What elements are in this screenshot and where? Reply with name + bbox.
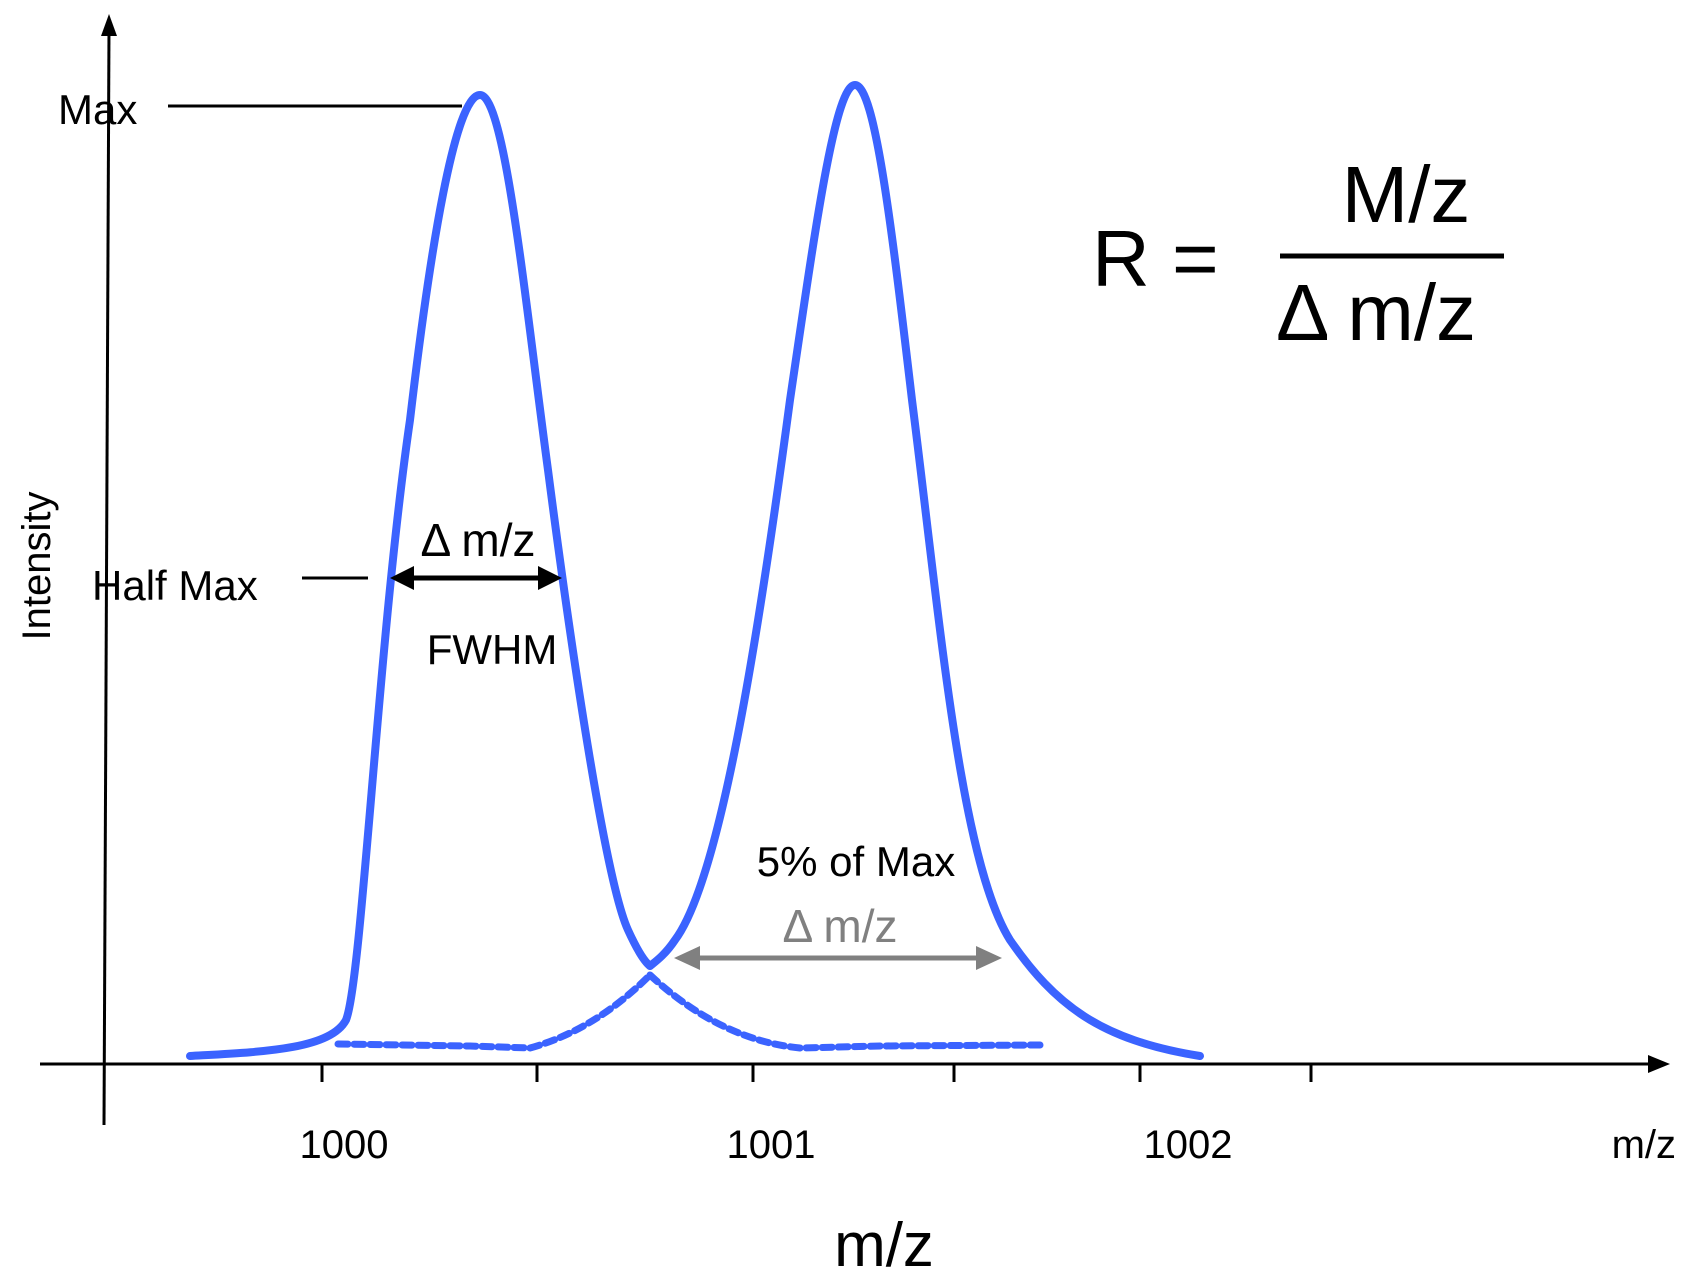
dashed-baseline-right [646,971,1044,1052]
peak-curve-1 [186,91,654,1060]
x-axis-label-large: m/z [834,1211,934,1270]
fwhm-annotation: Δ m/z FWHM [390,514,562,673]
y-axis [101,14,117,1126]
half-max-label: Half Max [92,562,258,609]
five-percent-annotation: 5% of Max Δ m/z [674,838,1002,970]
resolution-formula: R = M/z Δ m/z [1092,150,1504,357]
x-axis-ticks [320,1064,1313,1082]
fwhm-label: FWHM [427,626,558,673]
arrow-up-icon [101,14,117,36]
y-axis-label: Intensity [15,492,59,641]
fwhm-delta-label: Δ m/z [420,514,535,566]
x-axis-label-small: m/z [1612,1123,1676,1167]
five-percent-label: 5% of Max [757,838,955,885]
peak-curve-2 [646,81,1204,1060]
formula-lhs: R = [1092,214,1219,303]
x-tick-label-1002: 1002 [1144,1123,1233,1167]
dashed-baseline-left [334,971,654,1052]
level-markers: Max Half Max [58,86,462,609]
formula-numerator: M/z [1342,150,1471,239]
peaks [186,81,1204,1060]
y-axis-line [102,27,111,1126]
x-tick-label-1000: 1000 [300,1123,389,1167]
x-tick-label-1001: 1001 [727,1123,816,1167]
five-percent-delta-label: Δ m/z [782,900,897,952]
x-axis: 1000 1001 1002 m/z m/z [40,1055,1676,1270]
arrow-right-icon [1648,1055,1670,1073]
max-label: Max [58,86,137,133]
formula-denominator: Δ m/z [1276,268,1476,357]
